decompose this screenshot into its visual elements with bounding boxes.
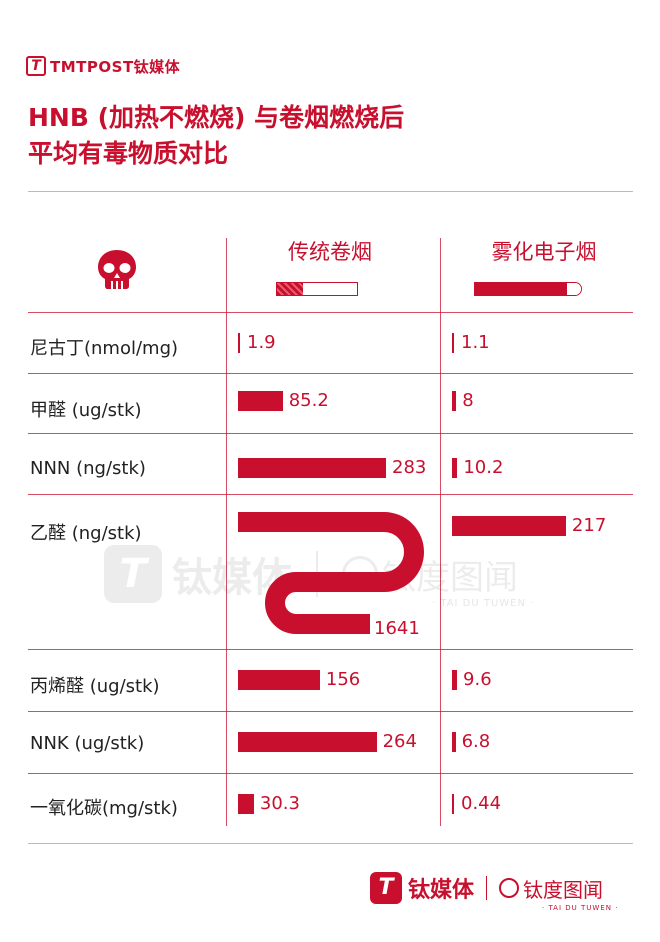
bar-cigarette-acetaldehyde: [238, 512, 424, 634]
footer-circle-icon: [499, 878, 520, 898]
bottom-divider: [28, 843, 633, 844]
footer-separator: [486, 876, 488, 900]
value-label-e-cigarette-0: 1.1: [461, 332, 490, 353]
row-label-acetaldehyde: 乙醛 (ng/stk): [30, 523, 142, 544]
bar-cigarette-6: [238, 794, 254, 814]
footer-brand-text-2: 钛度图闻: [523, 877, 604, 902]
skull-icon: [98, 250, 136, 289]
bar-e-cigarette-1: [452, 391, 457, 411]
title-line-1: HNB (加热不燃烧) 与卷烟燃烧后: [28, 103, 405, 132]
row-label-acrolein: 丙烯醛 (ug/stk): [30, 676, 160, 697]
value-label-cigarette-4: 156: [325, 669, 361, 690]
value-label-cigarette-2: 283: [392, 457, 427, 478]
column-header-e-cigarette: 雾化电子烟: [491, 240, 597, 264]
bar-cigarette-1: [238, 391, 283, 411]
e-cigarette-icon: [474, 282, 582, 296]
row-divider: [28, 494, 633, 495]
footer-logo-icon: T: [370, 872, 402, 904]
row-label-nnk: NNK (ug/stk): [30, 733, 145, 754]
brand-name: TMTPOST钛媒体: [50, 57, 181, 76]
bar-cigarette-5: [238, 732, 377, 752]
row-divider: [28, 773, 633, 774]
value-label-cigarette-acetaldehyde: 1641: [374, 618, 420, 639]
bar-e-cigarette-3: [452, 516, 566, 536]
value-label-cigarette-0: 1.9: [247, 332, 276, 353]
bar-e-cigarette-4: [452, 670, 458, 690]
row-label-nnn: NNN (ng/stk): [30, 458, 146, 479]
value-label-cigarette-5: 264: [382, 731, 417, 752]
bar-e-cigarette-6: [452, 794, 454, 814]
value-label-e-cigarette-2: 10.2: [463, 457, 504, 478]
row-label-nicotine: 尼古丁(nmol/mg): [30, 338, 179, 359]
bar-cigarette-2: [238, 458, 386, 478]
watermark-logo-icon: T: [104, 545, 162, 603]
row-divider: [28, 312, 633, 313]
column-divider-2: [440, 238, 441, 826]
footer-subtext: · TAI DU TUWEN ·: [542, 904, 619, 912]
bar-e-cigarette-2: [452, 458, 458, 478]
row-divider: [28, 373, 633, 374]
brand-logo: T TMTPOST钛媒体: [26, 54, 180, 78]
footer-logo: T 钛媒体 钛度图闻: [370, 872, 603, 904]
value-label-e-cigarette-4: 9.6: [463, 669, 492, 690]
bar-cigarette-4: [238, 670, 320, 690]
page-title: HNB (加热不燃烧) 与卷烟燃烧后 平均有毒物质对比: [28, 100, 628, 172]
cigarette-icon: [276, 282, 358, 296]
value-label-e-cigarette-5: 6.8: [461, 731, 491, 752]
column-header-cigarette: 传统卷烟: [288, 240, 372, 264]
column-divider-1: [226, 238, 227, 826]
value-label-cigarette-6: 30.3: [259, 793, 300, 814]
top-divider: [28, 191, 633, 192]
row-divider: [28, 711, 633, 712]
brand-mark-icon: T: [26, 56, 46, 76]
value-label-e-cigarette-1: 8: [462, 390, 474, 411]
value-label-e-cigarette-3: 217: [571, 515, 607, 536]
value-label-e-cigarette-6: 0.44: [461, 793, 502, 814]
bar-e-cigarette-5: [452, 732, 456, 752]
row-divider: [28, 433, 633, 434]
row-label-formaldehyde: 甲醛 (ug/stk): [30, 400, 142, 421]
title-line-2: 平均有毒物质对比: [28, 139, 229, 168]
row-label-carbon-monoxide: 一氧化碳(mg/stk): [30, 798, 178, 819]
value-label-cigarette-1: 85.2: [288, 390, 329, 411]
bar-cigarette-0: [238, 333, 240, 353]
row-divider: [28, 649, 633, 650]
bar-e-cigarette-0: [452, 333, 454, 353]
watermark-subtext: · TAI DU TUWEN ·: [432, 598, 535, 609]
footer-brand-text: 钛媒体: [408, 878, 475, 903]
